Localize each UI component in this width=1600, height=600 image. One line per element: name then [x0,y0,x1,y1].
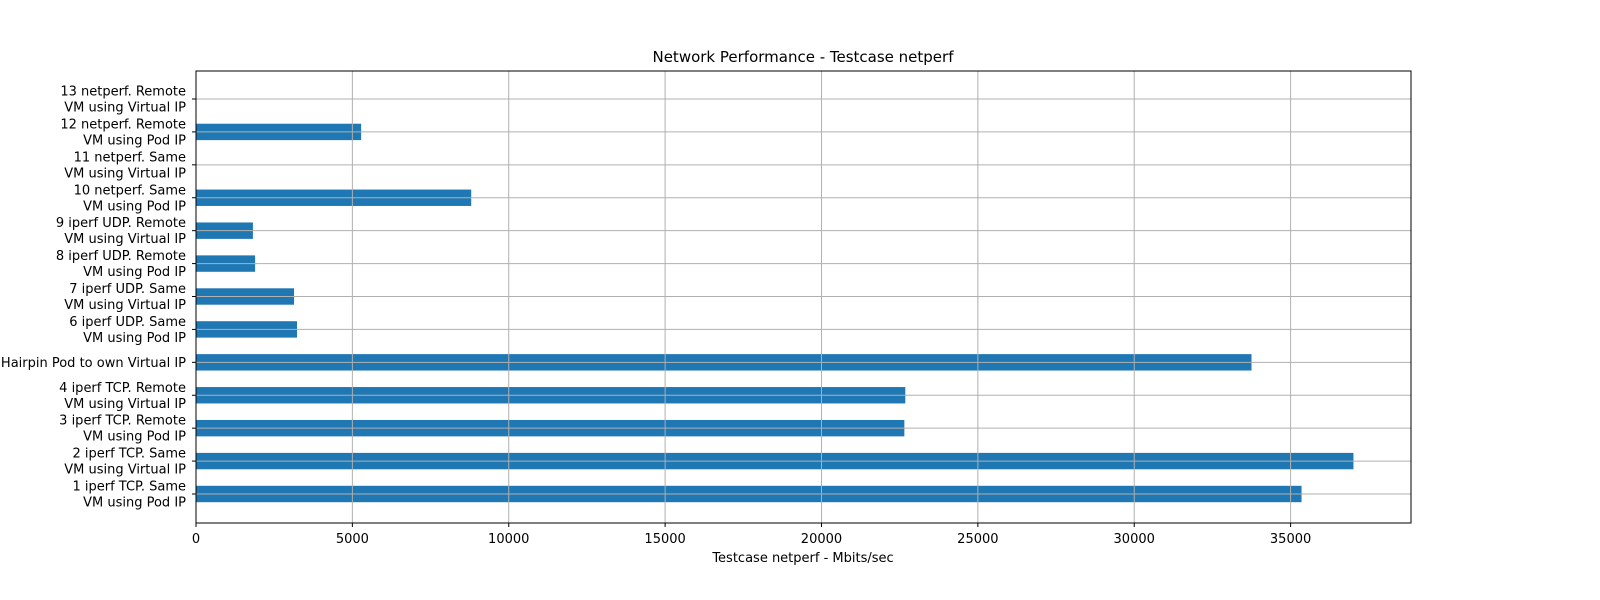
y-tick-label: 11 netperf. Same VM using Virtual IP [64,150,186,181]
y-tick-label: 12 netperf. Remote VM using Pod IP [60,117,186,148]
y-tick-label: 5 Hairpin Pod to own Virtual IP [0,356,186,371]
y-tick-label: 2 iperf TCP. Same VM using Virtual IP [64,447,186,478]
y-tick-label: 4 iperf TCP. Remote VM using Virtual IP [59,381,186,412]
x-axis-label: Testcase netperf - Mbits/sec [711,551,893,566]
y-tick-label: 3 iperf TCP. Remote VM using Pod IP [59,414,186,445]
x-tick-label: 20000 [801,532,842,547]
plot-frame [195,70,1412,524]
y-tick-label: 9 iperf UDP. Remote VM using Virtual IP [56,216,186,247]
x-tick-label: 30000 [1114,532,1155,547]
x-tick-label: 25000 [957,532,998,547]
y-tick-label: 10 netperf. Same VM using Pod IP [74,183,187,214]
x-tick-label: 10000 [488,532,529,547]
x-tick-label: 5000 [336,532,369,547]
y-tick-label: 7 iperf UDP. Same VM using Virtual IP [64,282,186,313]
y-tick-label: 13 netperf. Remote VM using Virtual IP [60,85,186,116]
chart-title: Network Performance - Testcase netperf [652,48,954,66]
y-tick-label: 8 iperf UDP. Remote VM using Pod IP [56,249,186,280]
y-tick-label: 1 iperf TCP. Same VM using Pod IP [72,480,186,511]
x-tick-label: 35000 [1270,532,1311,547]
x-tick-label: 0 [192,532,200,547]
x-tick-label: 15000 [644,532,685,547]
y-tick-label: 6 iperf UDP. Same VM using Pod IP [69,315,186,346]
